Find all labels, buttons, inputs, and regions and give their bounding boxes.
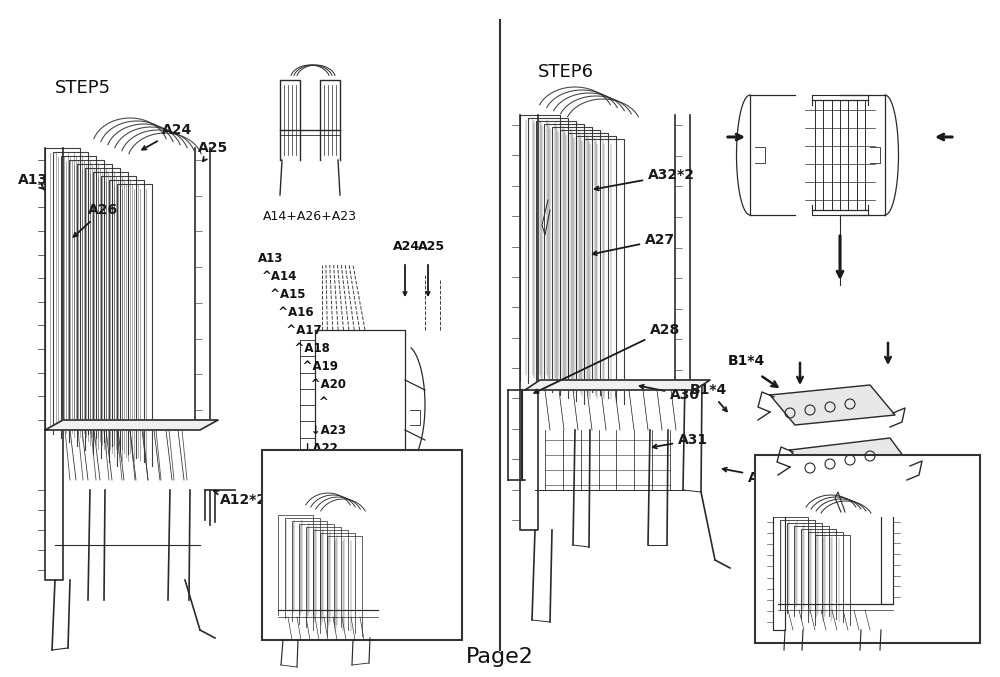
Text: ↓A22: ↓A22 xyxy=(282,441,338,454)
Text: ^A18: ^A18 xyxy=(278,341,330,355)
Text: ^A15: ^A15 xyxy=(266,288,306,301)
Text: Page2: Page2 xyxy=(466,647,534,667)
Text: ^A20: ^A20 xyxy=(286,378,346,391)
Text: ^A16: ^A16 xyxy=(270,305,314,318)
Text: ^: ^ xyxy=(290,395,329,408)
Text: A29*2: A29*2 xyxy=(723,468,795,485)
Text: ^A14: ^A14 xyxy=(262,269,297,282)
Text: A24: A24 xyxy=(142,123,192,150)
Text: ^A19: ^A19 xyxy=(282,359,338,372)
Polygon shape xyxy=(45,420,218,430)
Text: A31: A31 xyxy=(653,433,708,448)
Text: A12*2: A12*2 xyxy=(214,491,267,507)
Text: A21: A21 xyxy=(278,460,320,473)
Text: A25: A25 xyxy=(198,141,228,161)
Text: STEP5: STEP5 xyxy=(55,79,111,97)
Text: A13: A13 xyxy=(18,173,48,190)
Bar xyxy=(262,450,462,640)
Text: A13: A13 xyxy=(258,251,283,265)
Text: A24: A24 xyxy=(393,240,420,253)
Text: A26: A26 xyxy=(74,203,118,237)
Text: A32*2: A32*2 xyxy=(595,168,695,190)
Polygon shape xyxy=(770,385,895,425)
Text: A14+A26+A23: A14+A26+A23 xyxy=(263,210,357,223)
Polygon shape xyxy=(525,380,710,390)
Text: STEP6: STEP6 xyxy=(538,63,594,81)
Text: A25: A25 xyxy=(418,240,445,253)
Text: A28: A28 xyxy=(534,323,680,393)
Polygon shape xyxy=(790,438,912,480)
Text: ↓A23: ↓A23 xyxy=(286,424,346,437)
Text: A27: A27 xyxy=(593,233,675,255)
Text: B1*4: B1*4 xyxy=(690,383,727,412)
Text: B1*4: B1*4 xyxy=(728,354,765,368)
Text: ^A17: ^A17 xyxy=(274,324,322,336)
Text: A30: A30 xyxy=(640,385,700,402)
Bar xyxy=(755,455,980,643)
